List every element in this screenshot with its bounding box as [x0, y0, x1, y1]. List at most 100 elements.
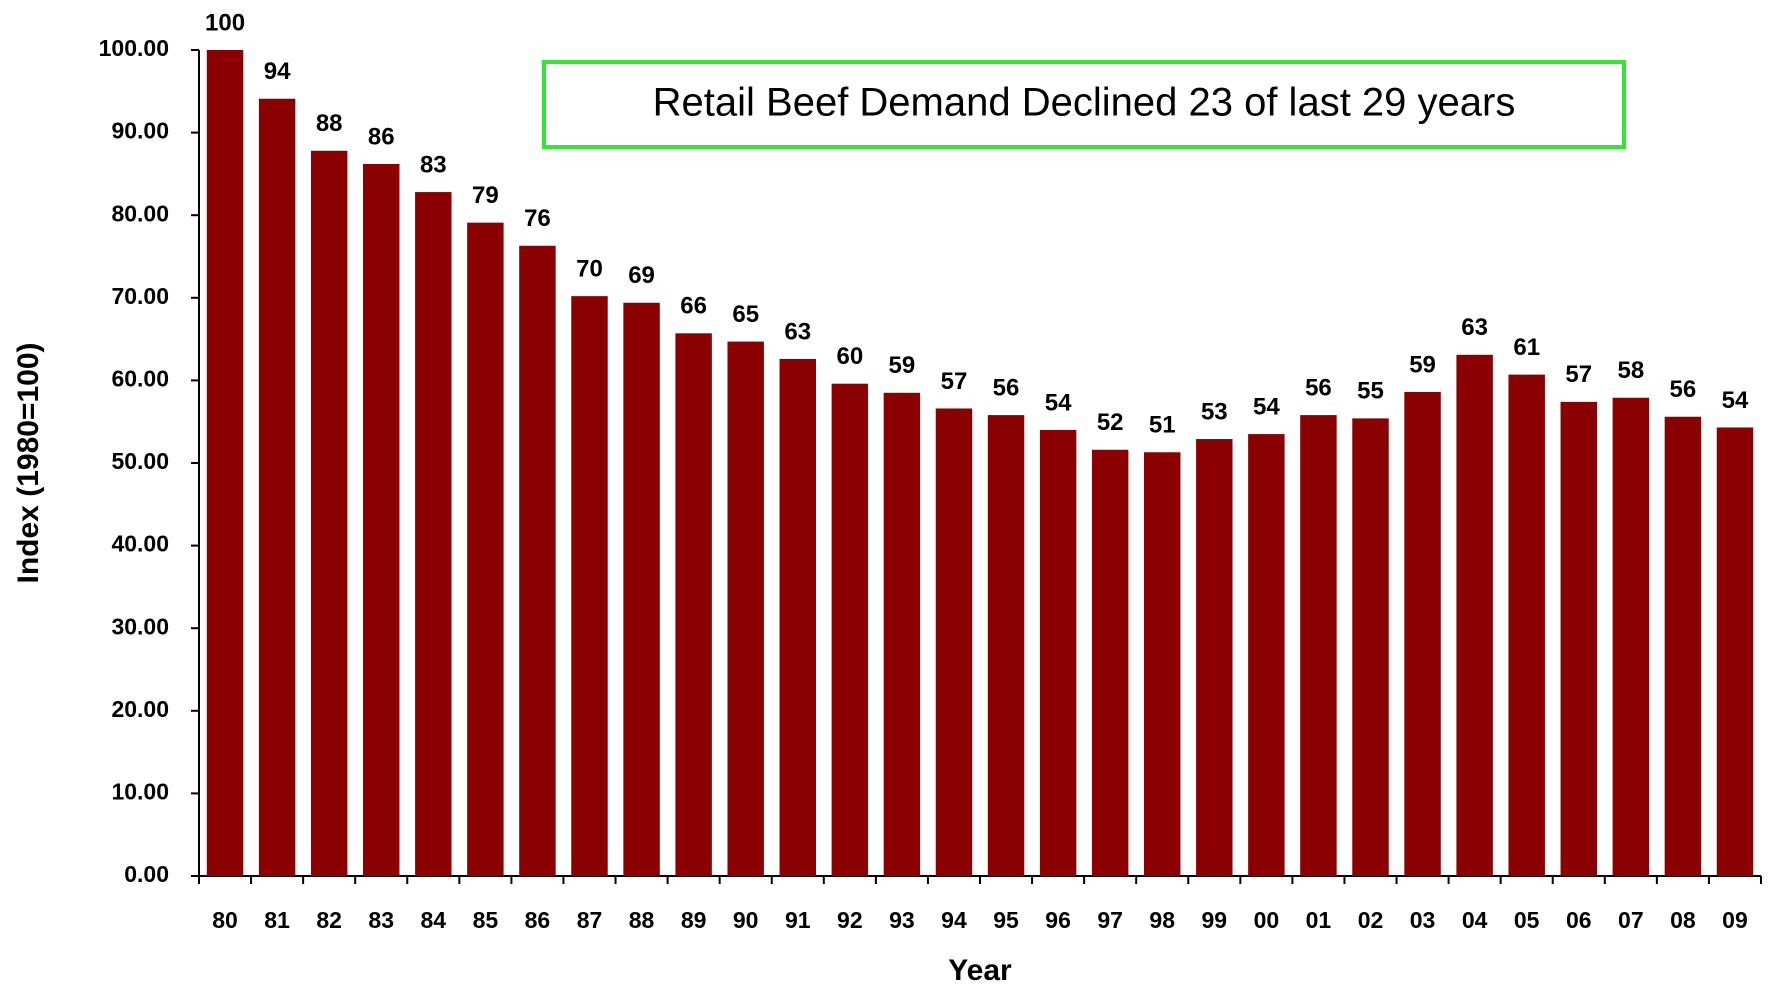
bar	[258, 98, 296, 876]
x-tick-label: 01	[1306, 907, 1332, 933]
data-label: 59	[1409, 351, 1436, 378]
x-tick-label: 85	[473, 907, 499, 933]
bar	[519, 245, 556, 877]
x-tick-label: 93	[889, 907, 915, 933]
x-tick-label: 88	[629, 907, 655, 933]
x-tick-label: 06	[1566, 907, 1592, 933]
bar	[1664, 416, 1702, 876]
data-label: 57	[941, 368, 968, 395]
x-tick-label: 97	[1097, 907, 1123, 933]
x-tick-label: 84	[421, 907, 447, 933]
bar	[1404, 391, 1441, 876]
bar	[1560, 401, 1597, 876]
x-axis-title: Year	[948, 954, 1012, 987]
data-label: 86	[368, 123, 395, 150]
data-label: 65	[732, 301, 759, 328]
bar	[1352, 418, 1389, 876]
bar	[831, 383, 869, 876]
data-label: 88	[316, 110, 343, 137]
bar	[727, 341, 764, 876]
data-label: 51	[1149, 412, 1176, 439]
data-label: 58	[1617, 357, 1644, 384]
y-tick-label: 80.00	[111, 200, 169, 226]
data-label: 53	[1201, 398, 1228, 425]
x-tick-label: 05	[1514, 907, 1540, 933]
bar	[623, 302, 660, 877]
y-tick-label: 90.00	[111, 118, 169, 144]
data-label: 54	[1722, 387, 1749, 414]
data-label: 63	[784, 318, 811, 345]
x-tick-label: 09	[1722, 907, 1748, 933]
x-tick-label: 94	[941, 907, 967, 933]
x-tick-label: 80	[212, 907, 238, 933]
bar	[675, 333, 712, 876]
data-label: 63	[1461, 314, 1488, 341]
y-tick-label: 30.00	[111, 613, 169, 639]
data-label: 60	[836, 343, 863, 370]
data-label: 55	[1357, 378, 1384, 405]
data-label: 57	[1565, 361, 1592, 388]
x-tick-label: 82	[316, 907, 342, 933]
x-tick-label: 08	[1670, 907, 1696, 933]
bar	[1091, 449, 1129, 876]
bar	[571, 296, 608, 876]
bar	[1248, 434, 1285, 876]
y-tick-label: 50.00	[111, 448, 169, 474]
x-tick-label: 83	[368, 907, 394, 933]
x-tick-label: 03	[1410, 907, 1436, 933]
data-label: 61	[1513, 334, 1540, 361]
data-label: 56	[993, 374, 1020, 401]
bar	[467, 222, 504, 876]
x-tick-label: 99	[1202, 907, 1228, 933]
bar	[935, 408, 973, 876]
bar	[415, 192, 452, 876]
data-label: 79	[472, 182, 499, 209]
data-label: 94	[264, 58, 291, 85]
y-tick-label: 20.00	[111, 696, 169, 722]
y-tick-label: 60.00	[111, 365, 169, 391]
bar	[883, 392, 921, 876]
data-label: 54	[1045, 389, 1072, 416]
bar	[206, 50, 244, 876]
x-tick-label: 86	[525, 907, 551, 933]
x-tick-label: 00	[1254, 907, 1280, 933]
bar	[1508, 374, 1545, 876]
y-tick-label: 40.00	[111, 531, 169, 557]
x-tick-label: 07	[1618, 907, 1644, 933]
data-label: 56	[1670, 376, 1697, 403]
annotation: Retail Beef Demand Declined 23 of last 2…	[653, 81, 1516, 125]
data-label: 69	[628, 262, 655, 289]
data-label: 54	[1253, 393, 1280, 420]
x-tick-label: 04	[1462, 907, 1488, 933]
bar	[363, 163, 400, 876]
x-tick-label: 96	[1045, 907, 1071, 933]
bar	[779, 358, 816, 876]
data-label: 52	[1097, 409, 1124, 436]
x-tick-label: 89	[681, 907, 707, 933]
data-label: 83	[420, 151, 447, 178]
data-label: 100	[205, 9, 245, 36]
data-label: 66	[680, 293, 707, 320]
y-tick-label: 0.00	[124, 861, 169, 887]
data-label: 56	[1305, 374, 1332, 401]
bar	[1716, 427, 1754, 876]
x-tick-label: 91	[785, 907, 811, 933]
x-tick-label: 92	[837, 907, 863, 933]
y-axis-title: Index (1980=100)	[12, 343, 45, 584]
x-tick-label: 98	[1149, 907, 1175, 933]
y-tick-label: 100.00	[99, 35, 169, 61]
bar	[1612, 397, 1650, 876]
data-label: 70	[576, 255, 603, 282]
y-tick-label: 10.00	[111, 778, 169, 804]
y-tick-label: 70.00	[111, 283, 169, 309]
bar	[1144, 452, 1181, 876]
bar	[1196, 439, 1233, 876]
annotation-box	[542, 60, 1626, 149]
bar	[1039, 429, 1077, 876]
x-tick-label: 87	[577, 907, 603, 933]
x-tick-label: 81	[264, 907, 290, 933]
x-tick-label: 90	[733, 907, 759, 933]
data-label: 76	[524, 205, 551, 232]
bar	[1456, 354, 1493, 876]
